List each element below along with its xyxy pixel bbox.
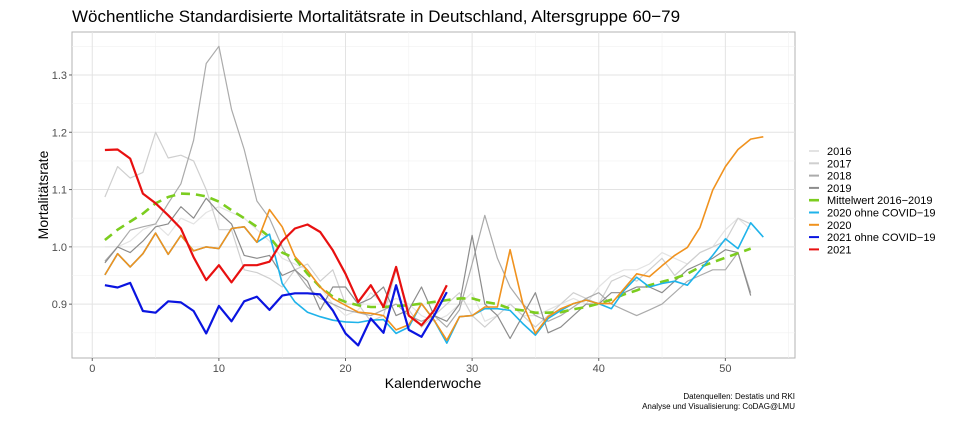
chart-title: Wöchentliche Standardisierte Mortalitäts… xyxy=(72,7,680,26)
caption-sources: Datenquellen: Destatis und RKI xyxy=(683,392,795,401)
legend-label: 2021 xyxy=(827,244,851,256)
series-line-2021 xyxy=(104,148,448,327)
legend-label: 2020 ohne COVID−19 xyxy=(827,208,936,220)
legend-label: 2016 xyxy=(827,146,851,158)
caption-analysis: Analyse und Visualisierung: CoDAG@LMU xyxy=(642,402,795,411)
series-lines xyxy=(104,45,764,347)
series-line-2021-ohne-covid-19 xyxy=(104,281,448,347)
axis-ticks: 0 10 20 30 40 50 0.9 1.0 1.1 1.2 1.3 xyxy=(52,70,732,375)
y-tick-label: 1.1 xyxy=(52,185,67,197)
y-tick-label: 1.0 xyxy=(52,242,67,254)
y-axis-label: Mortalitätsrate xyxy=(35,150,51,239)
y-tick-label: 1.2 xyxy=(52,127,67,139)
series-line-2020 xyxy=(104,136,764,342)
x-tick-label: 0 xyxy=(89,363,95,375)
legend-label: 2018 xyxy=(827,171,851,183)
plot-panel xyxy=(71,31,796,359)
x-tick-label: 40 xyxy=(593,363,605,375)
x-tick-label: 10 xyxy=(213,363,225,375)
legend-label: 2017 xyxy=(827,158,851,170)
y-tick-label: 1.3 xyxy=(52,70,67,82)
legend-label: Mittelwert 2016−2019 xyxy=(827,195,932,207)
gridlines xyxy=(72,32,795,358)
series-line-mittelwert-2016-2019 xyxy=(104,192,752,315)
legend-label: 2021 ohne COVID−19 xyxy=(827,232,936,244)
legend-label: 2019 xyxy=(827,183,851,195)
y-tick-label: 0.9 xyxy=(52,299,67,311)
series-line-2019 xyxy=(104,197,752,340)
x-tick-label: 50 xyxy=(719,363,731,375)
x-tick-label: 30 xyxy=(466,363,478,375)
x-tick-label: 20 xyxy=(339,363,351,375)
x-axis-label: Kalenderwoche xyxy=(385,375,482,391)
legend-label: 2020 xyxy=(827,220,851,232)
